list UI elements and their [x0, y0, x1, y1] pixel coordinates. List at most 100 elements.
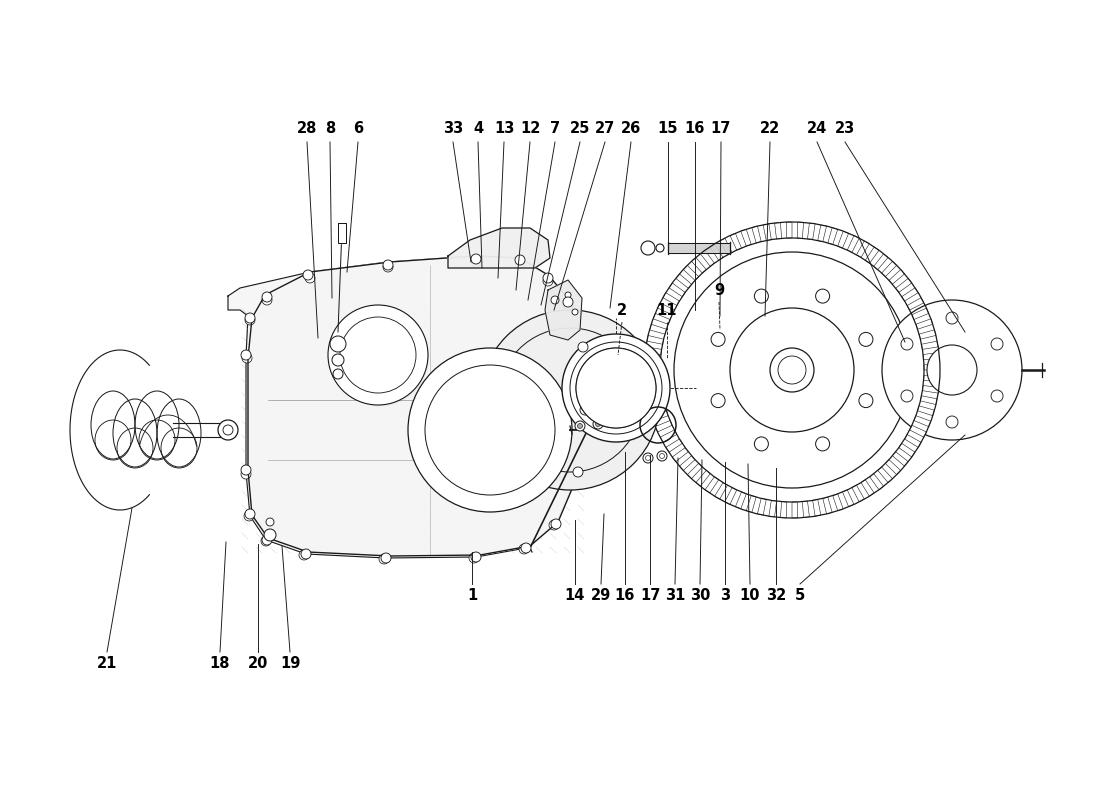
Polygon shape — [338, 223, 346, 243]
Circle shape — [563, 300, 573, 310]
Circle shape — [241, 350, 251, 360]
Circle shape — [571, 469, 581, 479]
Text: 7: 7 — [550, 121, 560, 136]
Text: 6: 6 — [353, 121, 363, 136]
Text: 21: 21 — [97, 656, 118, 671]
Circle shape — [330, 336, 346, 352]
Polygon shape — [843, 490, 854, 506]
Text: 13: 13 — [494, 121, 514, 136]
Text: 14: 14 — [564, 588, 585, 603]
Polygon shape — [886, 460, 901, 474]
Polygon shape — [881, 262, 896, 277]
Polygon shape — [663, 293, 680, 306]
Text: 9: 9 — [714, 283, 724, 298]
Polygon shape — [924, 375, 939, 382]
Polygon shape — [813, 499, 821, 516]
Circle shape — [223, 425, 233, 435]
Circle shape — [305, 273, 315, 283]
Polygon shape — [448, 228, 550, 268]
Circle shape — [328, 305, 428, 405]
Circle shape — [644, 453, 653, 463]
Polygon shape — [889, 270, 904, 284]
Text: 17: 17 — [711, 121, 732, 136]
Circle shape — [543, 276, 553, 286]
Polygon shape — [650, 324, 667, 334]
Text: 30: 30 — [690, 588, 711, 603]
Circle shape — [480, 310, 660, 490]
Polygon shape — [675, 274, 692, 288]
Polygon shape — [847, 235, 859, 252]
Text: 5: 5 — [795, 588, 805, 603]
Circle shape — [674, 252, 910, 488]
Polygon shape — [653, 314, 670, 324]
Circle shape — [815, 289, 829, 303]
Circle shape — [471, 257, 481, 267]
Circle shape — [593, 419, 603, 429]
Circle shape — [578, 423, 583, 429]
Polygon shape — [892, 452, 909, 466]
Circle shape — [565, 292, 571, 298]
Circle shape — [616, 419, 620, 425]
Polygon shape — [857, 241, 869, 258]
Polygon shape — [899, 443, 915, 457]
Circle shape — [262, 535, 272, 545]
Circle shape — [218, 420, 238, 440]
Polygon shape — [918, 330, 936, 339]
Circle shape — [241, 465, 251, 475]
Polygon shape — [688, 463, 703, 478]
Circle shape — [901, 390, 913, 402]
Polygon shape — [710, 244, 723, 260]
Polygon shape — [780, 502, 786, 518]
Circle shape — [573, 467, 583, 477]
Polygon shape — [696, 470, 711, 486]
Text: 15: 15 — [658, 121, 679, 136]
Circle shape — [299, 550, 309, 560]
Text: 16: 16 — [615, 588, 635, 603]
Circle shape — [471, 552, 481, 562]
Circle shape — [245, 313, 255, 323]
Circle shape — [551, 296, 559, 304]
Circle shape — [579, 407, 588, 417]
Circle shape — [469, 553, 478, 563]
Circle shape — [242, 353, 252, 363]
Polygon shape — [823, 497, 833, 514]
Text: 2: 2 — [617, 303, 627, 318]
Circle shape — [543, 273, 553, 283]
Text: 32: 32 — [766, 588, 786, 603]
Polygon shape — [645, 347, 661, 354]
Polygon shape — [719, 238, 733, 255]
Polygon shape — [902, 288, 918, 301]
Polygon shape — [646, 390, 662, 399]
Circle shape — [562, 334, 670, 442]
Polygon shape — [923, 353, 939, 360]
Circle shape — [551, 519, 561, 529]
Circle shape — [572, 309, 578, 315]
Circle shape — [333, 369, 343, 379]
Text: 1: 1 — [466, 588, 477, 603]
Circle shape — [991, 338, 1003, 350]
Circle shape — [711, 394, 725, 408]
Polygon shape — [828, 227, 838, 245]
Circle shape — [332, 354, 344, 366]
Text: 28: 28 — [297, 121, 317, 136]
Circle shape — [882, 300, 1022, 440]
Polygon shape — [878, 467, 892, 482]
Polygon shape — [645, 380, 661, 387]
Polygon shape — [774, 222, 782, 239]
Circle shape — [901, 338, 913, 350]
Circle shape — [245, 509, 255, 519]
Circle shape — [262, 295, 272, 305]
Polygon shape — [248, 256, 587, 556]
Polygon shape — [924, 364, 940, 370]
Circle shape — [644, 222, 940, 518]
Circle shape — [859, 332, 873, 346]
Text: 8: 8 — [324, 121, 336, 136]
Polygon shape — [669, 283, 685, 297]
Circle shape — [641, 241, 654, 255]
Circle shape — [859, 394, 873, 408]
Polygon shape — [914, 416, 931, 426]
Polygon shape — [666, 439, 682, 452]
Text: 20: 20 — [248, 656, 268, 671]
Polygon shape — [680, 456, 695, 470]
Circle shape — [927, 345, 977, 395]
